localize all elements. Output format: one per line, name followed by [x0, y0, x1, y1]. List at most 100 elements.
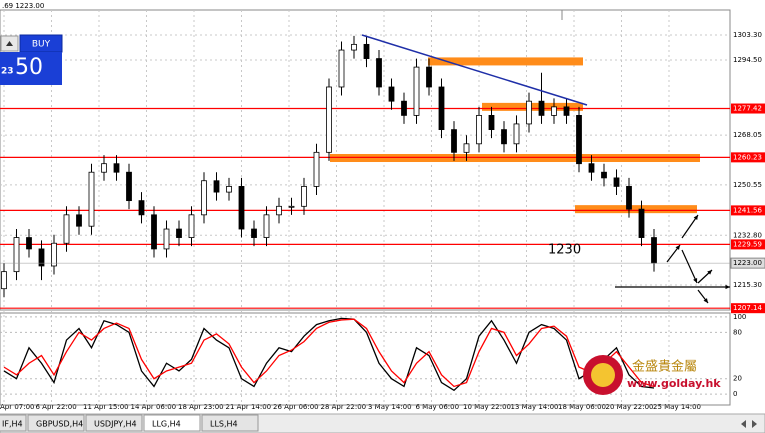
candle-body	[538, 100, 545, 116]
candle-body	[138, 200, 145, 216]
candle-body	[1, 271, 7, 290]
plot-frame	[0, 9, 731, 311]
annotation: 1230	[548, 243, 581, 258]
candle-body	[38, 248, 45, 267]
level-label: 1277.42	[733, 105, 762, 113]
x-tick-label: 6 May 06:00	[416, 403, 460, 411]
tab[interactable]	[27, 414, 85, 432]
x-tick-label: 13 May 14:00	[511, 403, 559, 411]
candle-body	[288, 205, 295, 208]
y-tick-label: 1268.05	[733, 131, 762, 139]
candle-body	[226, 186, 232, 193]
candle-body	[413, 66, 420, 116]
candle-body	[651, 237, 657, 264]
candle-body	[263, 214, 270, 238]
candle-body	[376, 58, 382, 88]
osc-line	[3, 318, 655, 388]
oscillator-panel: 100 80 20 0	[0, 312, 746, 406]
arrow	[681, 214, 699, 239]
candle-body	[301, 186, 307, 207]
x-tick-label: 10 May 22:00	[463, 403, 511, 411]
candle-body	[501, 129, 507, 145]
arrow-head	[693, 278, 698, 283]
osc-tick-label: 100	[733, 313, 746, 321]
candle-body	[613, 177, 620, 187]
y-tick-label: 1250.55	[733, 181, 762, 189]
osc-line	[3, 317, 655, 392]
x-tick-label: Apr 07:00	[0, 403, 35, 411]
price-tag	[730, 257, 765, 269]
level-tag	[731, 152, 765, 163]
osc-tick-label: 80	[733, 328, 742, 336]
arrow-head	[693, 215, 698, 220]
ui-layer: .69 1223.00 BUY 23 50 金盛貴金屬 www.golday.h…	[0, 2, 721, 395]
tab-label: LLS,H4	[210, 420, 238, 429]
zone	[482, 102, 583, 111]
trend-line	[361, 34, 588, 106]
candle-body	[438, 86, 445, 131]
y-tick-label: 1303.30	[733, 31, 762, 39]
candle-body	[563, 106, 570, 116]
candle-body	[601, 171, 607, 179]
candle-body	[238, 186, 245, 230]
candle-body	[276, 205, 282, 216]
candle-body	[388, 86, 395, 102]
price-label: 1223.00	[733, 259, 762, 267]
x-tick-label: 25 May 14:00	[653, 403, 701, 411]
tab-label: GBPUSD,H4	[36, 420, 83, 429]
candle-body	[151, 214, 157, 250]
candle-body	[188, 214, 195, 238]
zone	[428, 57, 583, 66]
x-tick-label: 11 Apr 15:00	[83, 403, 129, 411]
tab[interactable]	[143, 414, 201, 432]
zone	[575, 205, 697, 214]
level-label: 1229.59	[733, 240, 762, 248]
arrow-icon	[6, 41, 13, 46]
osc-tick-label: 20	[733, 375, 742, 383]
tab[interactable]	[0, 414, 27, 432]
candle-body	[326, 86, 332, 153]
candle-body	[576, 114, 582, 165]
candle-body	[201, 180, 207, 216]
candle-body	[13, 237, 20, 273]
x-tick-label: 6 Apr 22:00	[36, 403, 77, 411]
x-tick-label: 26 Apr 06:00	[273, 403, 319, 411]
candle-body	[88, 171, 95, 227]
candle-body	[476, 114, 482, 145]
level-label: 1207.14	[733, 304, 762, 312]
main-panel: 1303.30 1294.50 1268.05 1250.55 1232.80 1215.…	[0, 9, 765, 411]
candle-body	[26, 237, 32, 250]
logo-inner	[591, 363, 615, 387]
x-tick-label: 28 Apr 22:00	[321, 403, 367, 411]
price-box	[0, 52, 62, 85]
y-tick-label: 1215.30	[733, 281, 762, 289]
tab-bar: IF,H4 GBPUSD,H4 USDJPY,H4 LLG,H4 LLS,H4	[0, 413, 765, 433]
price-small: 23	[1, 67, 14, 77]
y-tick-label: 1294.50	[733, 56, 762, 64]
candle-body	[588, 163, 595, 173]
level-label: 1241.56	[733, 206, 762, 214]
candle-body	[76, 214, 82, 227]
x-tick-label: 18 May 06:00	[558, 403, 606, 411]
x-tick-label: 18 Apr 23:00	[178, 403, 224, 411]
arrow-head	[675, 245, 680, 250]
arrow	[681, 249, 698, 284]
candle-body	[126, 171, 132, 202]
osc-frame	[0, 312, 731, 406]
candle-body	[401, 100, 407, 116]
tab[interactable]	[201, 414, 259, 432]
candle-body	[488, 114, 495, 131]
buy-label: BUY	[32, 40, 51, 50]
scroll-arrows[interactable]	[741, 420, 757, 428]
level-tag	[731, 205, 765, 216]
tab-label: LLG,H4	[152, 420, 181, 429]
price-big: 50	[15, 55, 43, 80]
candle-body	[351, 43, 357, 51]
arrow-head	[703, 298, 708, 303]
candle-body	[463, 143, 470, 153]
x-tick-label: 20 May 22:00	[606, 403, 654, 411]
tab[interactable]	[85, 414, 143, 432]
candle-body	[338, 49, 345, 88]
